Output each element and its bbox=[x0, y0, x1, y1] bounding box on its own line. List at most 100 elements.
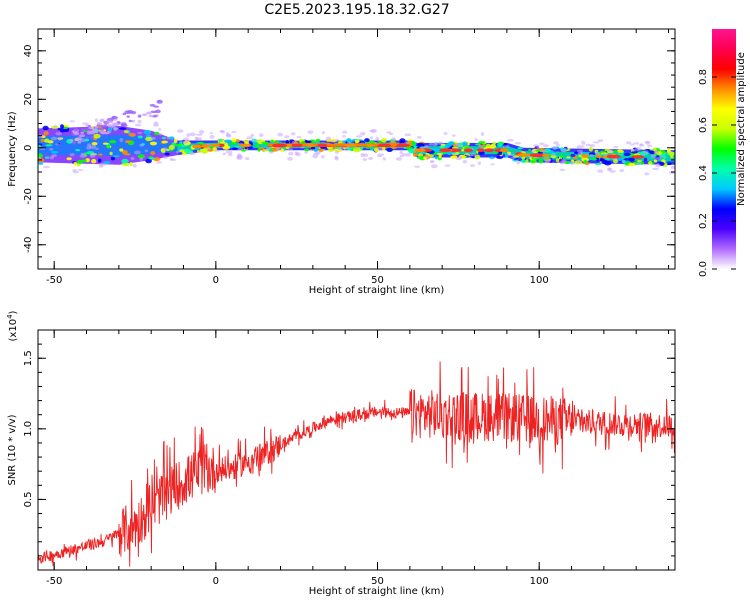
spectrogram-blob bbox=[417, 142, 425, 148]
spectrogram-haze bbox=[670, 165, 675, 170]
spectrogram-core-column bbox=[648, 153, 650, 162]
spectrogram-core-column bbox=[236, 142, 238, 149]
spectrogram-core-column bbox=[145, 136, 147, 154]
spectrogram-blob bbox=[280, 148, 284, 152]
spectrogram-haze bbox=[53, 125, 57, 128]
spectrogram-core-column bbox=[73, 135, 75, 156]
spectrogram-haze bbox=[391, 137, 396, 141]
spectrogram-haze bbox=[370, 128, 377, 133]
spectrogram-haze bbox=[334, 150, 340, 154]
spectrogram-feature bbox=[127, 109, 134, 114]
spectrogram-haze bbox=[580, 145, 585, 148]
spectrogram-core-column bbox=[234, 142, 236, 149]
spectrogram-core-column bbox=[131, 135, 133, 156]
spectrogram-haze bbox=[236, 155, 243, 160]
spectrogram-core-column bbox=[59, 135, 61, 156]
spectrogram-haze bbox=[169, 157, 174, 161]
spectrogram-blob bbox=[76, 163, 81, 167]
spectrogram-peak bbox=[631, 155, 645, 159]
spectrogram-haze bbox=[470, 152, 477, 157]
spectrogram-peak bbox=[305, 143, 316, 148]
spectrogram-feature bbox=[152, 115, 158, 118]
spectrogram-haze bbox=[630, 143, 635, 146]
spectrogram-blob bbox=[121, 158, 129, 164]
spectrogram-core-column bbox=[43, 135, 45, 155]
spectrogram-feature bbox=[90, 135, 94, 140]
spectrogram-core-column bbox=[120, 134, 122, 156]
spectrogram-peak bbox=[273, 143, 288, 148]
spectrogram-peak bbox=[517, 153, 531, 157]
spectrogram-haze bbox=[284, 135, 290, 139]
spectrogram-blob bbox=[588, 147, 594, 152]
spectrogram-core-column bbox=[666, 153, 668, 162]
spectrogram-blob bbox=[285, 139, 290, 145]
spectrogram-haze bbox=[404, 133, 412, 137]
spectrogram-core-column bbox=[119, 134, 121, 157]
spectrogram-haze bbox=[376, 154, 383, 158]
spectrogram-core-column bbox=[175, 143, 177, 152]
spectrogram-blob bbox=[45, 144, 53, 147]
spectrogram-blob bbox=[310, 146, 316, 150]
spectrogram-core-column bbox=[187, 143, 189, 151]
spectrogram-haze bbox=[633, 142, 640, 145]
spectrogram-haze bbox=[355, 135, 363, 138]
spectrogram-core-column bbox=[65, 135, 67, 156]
spectrogram-peak bbox=[377, 143, 392, 148]
spectrogram-core-column bbox=[153, 137, 155, 154]
spectrogram-core-column bbox=[577, 151, 579, 160]
spectrogram-haze bbox=[609, 170, 616, 173]
spectrogram-core-column bbox=[190, 143, 192, 151]
spectrogram-core-column bbox=[166, 141, 168, 153]
spectrogram-haze bbox=[144, 149, 149, 153]
x-tick-label: -50 bbox=[46, 275, 62, 286]
spectrogram-haze bbox=[94, 118, 99, 122]
spectrogram-core-column bbox=[514, 148, 516, 157]
spectrogram-haze bbox=[195, 133, 203, 136]
spectrogram-haze bbox=[594, 151, 600, 156]
colorbar-tick-label: 0.2 bbox=[698, 213, 709, 229]
spectrogram-haze bbox=[532, 144, 540, 147]
spectrogram-core-column bbox=[146, 136, 148, 154]
spectrogram-haze bbox=[577, 152, 584, 156]
spectrogram-haze bbox=[539, 142, 545, 145]
spectrogram-blob bbox=[527, 148, 532, 152]
spectrogram-core-column bbox=[132, 135, 134, 155]
spectrogram-core-column bbox=[42, 135, 44, 155]
spectrogram-core-column bbox=[669, 153, 671, 162]
spectrogram-haze bbox=[259, 133, 264, 138]
x-tick-label: 100 bbox=[530, 275, 549, 286]
spectrogram-core-column bbox=[474, 146, 476, 155]
spectrogram-feature bbox=[131, 119, 135, 123]
spectrogram-core-column bbox=[162, 140, 164, 153]
spectrogram-haze bbox=[163, 147, 167, 151]
spectrogram-blob bbox=[231, 138, 237, 143]
spectrogram-blob bbox=[40, 138, 45, 143]
spectrogram-haze bbox=[209, 135, 215, 139]
spectrogram-blob bbox=[63, 126, 68, 129]
spectrogram-haze bbox=[225, 134, 232, 138]
spectrogram-core-column bbox=[112, 134, 114, 156]
spectrogram-blob bbox=[364, 138, 370, 143]
spectrogram-blob bbox=[439, 145, 446, 149]
spectrogram-haze bbox=[189, 132, 196, 137]
spectrogram-peak bbox=[192, 144, 202, 149]
spectrogram-blob bbox=[107, 127, 113, 132]
spectrogram-feature bbox=[142, 113, 148, 116]
spectrogram-core-column bbox=[237, 142, 239, 149]
snr-plot-area bbox=[38, 361, 675, 567]
spectrogram-blob bbox=[109, 151, 113, 156]
spectrogram-blob bbox=[662, 155, 667, 159]
spectrogram-haze bbox=[43, 165, 51, 169]
spectrogram-haze bbox=[597, 169, 604, 173]
spectrogram-feature bbox=[155, 109, 161, 114]
spectrogram-haze bbox=[417, 135, 422, 139]
spectrogram-core-column bbox=[149, 137, 151, 154]
spectrogram-haze bbox=[186, 133, 191, 137]
spectrogram-haze bbox=[511, 156, 517, 159]
spectrogram-core-column bbox=[69, 135, 71, 156]
spectrogram-blob bbox=[386, 147, 393, 152]
spectrogram-haze bbox=[38, 156, 42, 159]
spectrogram-haze bbox=[222, 152, 227, 156]
spectrogram-haze bbox=[158, 132, 163, 136]
